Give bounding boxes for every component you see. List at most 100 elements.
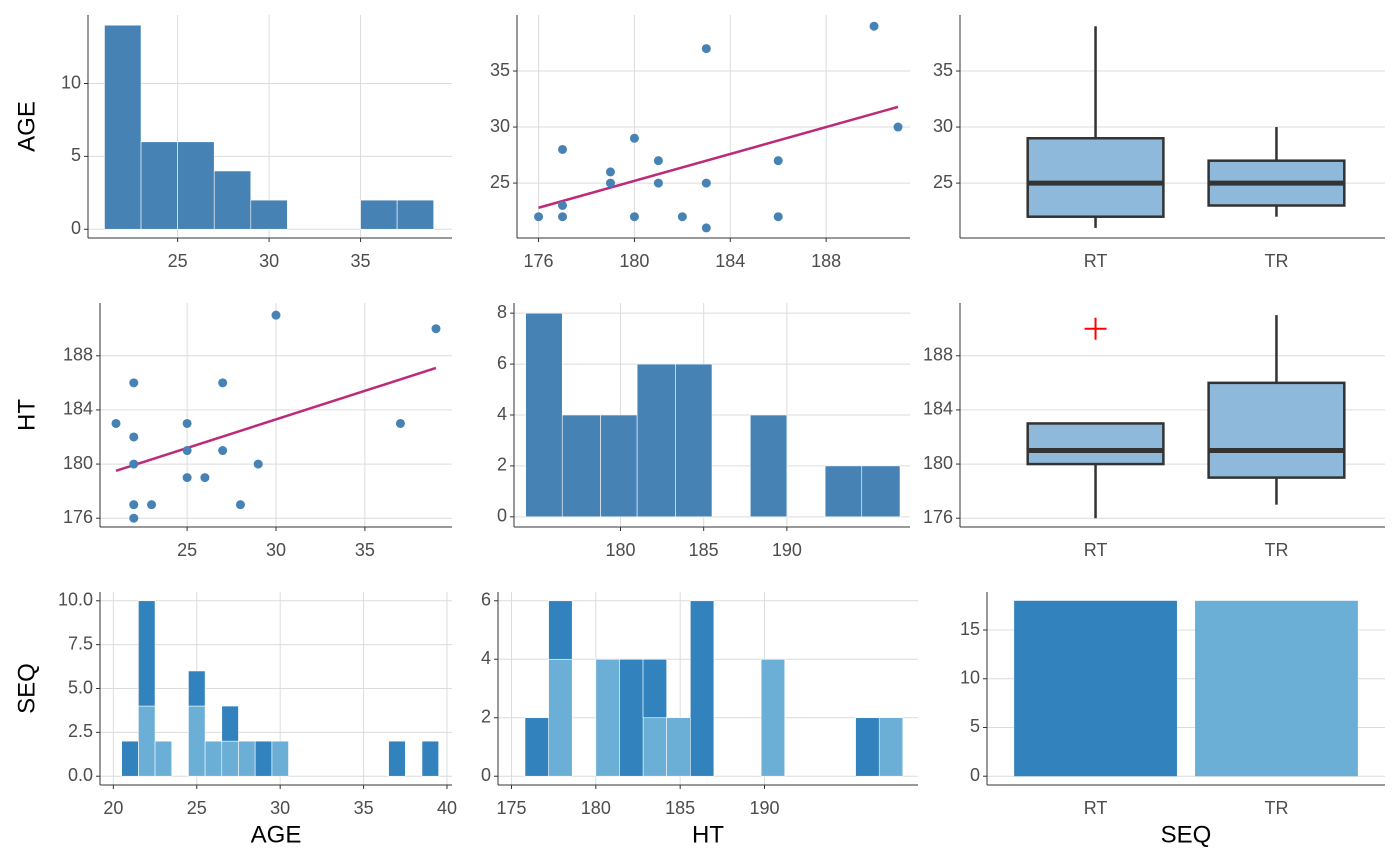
y-tick-label: 7.5	[68, 633, 93, 653]
histogram-bar	[188, 705, 206, 777]
histogram-bar	[204, 740, 223, 777]
y-axis-title: SEQ	[13, 663, 40, 714]
histogram-bar	[878, 717, 904, 777]
y-tick-label: 188	[63, 345, 93, 365]
point	[182, 473, 192, 483]
point	[129, 500, 139, 510]
histogram-bar	[360, 199, 398, 230]
histogram-bar	[250, 199, 288, 230]
x-tick-label: 180	[605, 540, 635, 560]
histogram-bar	[642, 658, 667, 719]
point	[111, 418, 121, 428]
y-tick-label: 0	[970, 765, 980, 785]
x-tick-label: TR	[1264, 540, 1288, 560]
histogram-bar	[619, 658, 644, 777]
y-tick-label: 184	[63, 399, 93, 419]
point	[677, 212, 687, 222]
y-tick-label: 6	[481, 590, 491, 610]
x-tick-label: 185	[689, 540, 719, 560]
histogram-bar	[138, 600, 156, 707]
point	[629, 133, 639, 143]
x-tick-label: 188	[811, 251, 841, 271]
trend-line	[115, 366, 437, 473]
x-tick-label: 20	[103, 798, 123, 818]
point	[129, 513, 139, 523]
histogram-bar	[213, 170, 252, 230]
point	[605, 178, 615, 188]
x-tick-label: 30	[266, 540, 286, 560]
x-tick-label: 180	[581, 798, 611, 818]
y-axis-title: AGE	[13, 101, 40, 152]
point	[629, 212, 639, 222]
histogram-bar	[238, 740, 256, 777]
x-tick-label: 176	[524, 251, 554, 271]
x-tick-label: 40	[437, 798, 457, 818]
histogram-bar	[666, 717, 691, 777]
histogram-bar	[600, 414, 638, 518]
x-tick-label: 185	[665, 798, 695, 818]
histogram-bar	[254, 740, 273, 777]
y-tick-label: 10	[61, 72, 81, 92]
histogram-bar	[138, 705, 156, 777]
histogram-bar	[177, 141, 215, 230]
x-tick-label: RT	[1084, 798, 1108, 818]
x-tick-label: TR	[1264, 251, 1288, 271]
histogram-bar	[749, 414, 788, 518]
y-tick-label: 0	[481, 765, 491, 785]
y-tick-label: 8	[497, 302, 507, 322]
x-tick-label: 35	[354, 798, 374, 818]
y-tick-label: 6	[497, 353, 507, 373]
x-tick-label: 25	[168, 251, 188, 271]
y-tick-label: 180	[923, 453, 953, 473]
y-tick-label: 0	[497, 506, 507, 526]
y-tick-label: 10	[960, 668, 980, 688]
histogram-bar	[861, 465, 901, 518]
outlier	[1084, 317, 1107, 340]
x-axis-title: HT	[692, 821, 724, 848]
y-tick-label: 30	[933, 116, 953, 136]
y-tick-label: 4	[497, 404, 507, 424]
y-tick-label: 176	[63, 507, 93, 527]
y-tick-label: 0.0	[68, 765, 93, 785]
point	[869, 21, 879, 31]
x-tick-label: 25	[177, 540, 197, 560]
x-tick-label: 175	[496, 798, 526, 818]
point	[773, 212, 783, 222]
point	[653, 156, 663, 166]
point	[701, 223, 711, 233]
y-tick-label: 5.0	[68, 677, 93, 697]
y-tick-label: 5	[970, 716, 980, 736]
x-tick-label: RT	[1084, 251, 1108, 271]
point	[558, 201, 568, 211]
x-tick-label: 30	[270, 798, 290, 818]
histogram-bar	[689, 600, 715, 777]
point	[558, 212, 568, 222]
point	[182, 418, 192, 428]
point	[200, 473, 210, 483]
point	[129, 378, 139, 388]
histogram-bar	[140, 141, 178, 230]
y-tick-label: 5	[71, 145, 81, 165]
point	[129, 459, 139, 469]
y-tick-label: 35	[933, 60, 953, 80]
histogram-bar	[388, 740, 406, 777]
histogram-bar	[824, 465, 863, 518]
x-tick-label: 25	[187, 798, 207, 818]
y-tick-label: 184	[923, 399, 953, 419]
y-tick-label: 15	[960, 619, 980, 639]
histogram-bar	[855, 717, 880, 777]
box	[1207, 381, 1346, 479]
point	[773, 156, 783, 166]
histogram-bar	[154, 740, 173, 777]
histogram-bar	[104, 24, 142, 230]
histogram-bar	[548, 658, 573, 777]
x-tick-label: 184	[715, 251, 745, 271]
bar	[1195, 600, 1358, 777]
point	[253, 459, 263, 469]
y-axis-title: HT	[13, 399, 40, 431]
x-tick-label: 190	[772, 540, 802, 560]
y-tick-label: 2	[497, 455, 507, 475]
point	[534, 212, 544, 222]
y-tick-label: 2	[481, 706, 491, 726]
